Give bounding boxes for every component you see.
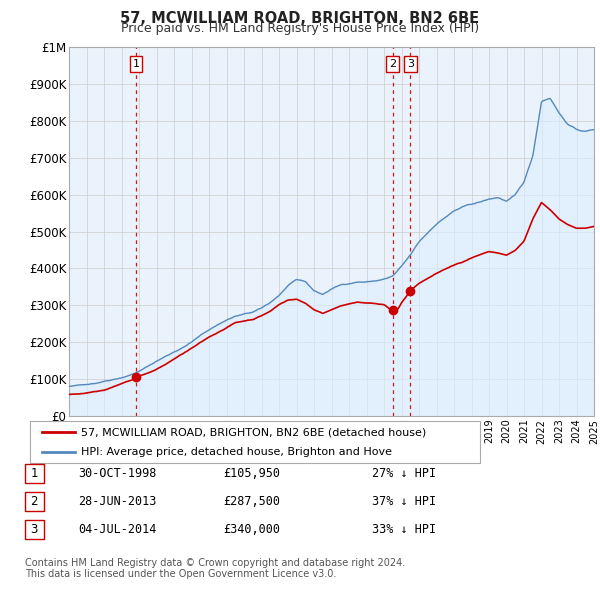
Text: £287,500: £287,500 [223,495,281,508]
Text: 57, MCWILLIAM ROAD, BRIGHTON, BN2 6BE (detached house): 57, MCWILLIAM ROAD, BRIGHTON, BN2 6BE (d… [81,427,426,437]
Text: 57, MCWILLIAM ROAD, BRIGHTON, BN2 6BE: 57, MCWILLIAM ROAD, BRIGHTON, BN2 6BE [121,11,479,25]
Text: £340,000: £340,000 [223,523,281,536]
Text: 3: 3 [31,523,38,536]
Text: 2: 2 [389,59,397,69]
Text: 28-JUN-2013: 28-JUN-2013 [78,495,156,508]
Text: 30-OCT-1998: 30-OCT-1998 [78,467,156,480]
Text: 1: 1 [31,467,38,480]
Text: 33% ↓ HPI: 33% ↓ HPI [372,523,436,536]
Text: 37% ↓ HPI: 37% ↓ HPI [372,495,436,508]
Text: HPI: Average price, detached house, Brighton and Hove: HPI: Average price, detached house, Brig… [81,447,392,457]
Text: 27% ↓ HPI: 27% ↓ HPI [372,467,436,480]
Text: 2: 2 [31,495,38,508]
Text: 04-JUL-2014: 04-JUL-2014 [78,523,156,536]
Text: 1: 1 [133,59,140,69]
Text: Contains HM Land Registry data © Crown copyright and database right 2024.
This d: Contains HM Land Registry data © Crown c… [25,558,406,579]
Text: £105,950: £105,950 [223,467,281,480]
Text: 3: 3 [407,59,414,69]
Text: Price paid vs. HM Land Registry's House Price Index (HPI): Price paid vs. HM Land Registry's House … [121,22,479,35]
